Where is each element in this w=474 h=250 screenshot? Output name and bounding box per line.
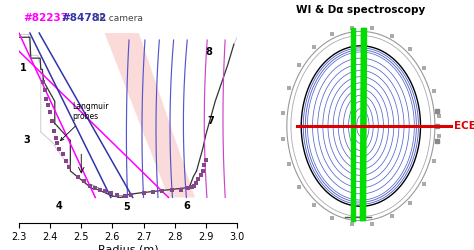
Point	[140, 191, 147, 195]
Polygon shape	[351, 28, 355, 221]
Point	[53, 141, 61, 145]
Point	[192, 181, 200, 185]
Point	[62, 159, 70, 163]
Point	[158, 190, 166, 194]
Text: #82237: #82237	[24, 12, 69, 22]
Point	[65, 165, 73, 169]
Point	[190, 184, 198, 188]
Text: Langmuir
probes: Langmuir probes	[61, 102, 109, 141]
Point	[184, 186, 192, 190]
Point	[44, 104, 52, 108]
Point	[42, 96, 50, 100]
Text: 3: 3	[23, 135, 30, 145]
Text: #84782: #84782	[61, 12, 106, 22]
Point	[199, 169, 207, 173]
Text: 8: 8	[206, 47, 212, 57]
Point	[96, 188, 104, 192]
Point	[149, 190, 157, 194]
Point	[48, 119, 56, 123]
Point	[188, 186, 196, 190]
Point	[81, 179, 88, 183]
Point	[168, 188, 175, 192]
Text: WI & Dα spectroscopy: WI & Dα spectroscopy	[296, 5, 426, 15]
Point	[91, 186, 99, 190]
Point	[202, 158, 210, 162]
Text: IR camera: IR camera	[97, 14, 143, 23]
Point	[121, 194, 128, 198]
Point	[39, 80, 47, 84]
Point	[86, 184, 94, 188]
Text: 6: 6	[184, 200, 191, 210]
Point	[177, 188, 185, 192]
Point	[195, 177, 202, 181]
Point	[197, 173, 204, 177]
Point	[113, 193, 121, 197]
Point	[201, 164, 208, 168]
Text: ECE: ECE	[455, 121, 474, 131]
Polygon shape	[105, 33, 195, 198]
Text: 5: 5	[123, 202, 130, 212]
Point	[52, 136, 60, 140]
Point	[51, 128, 58, 132]
Point	[128, 193, 135, 197]
Point	[101, 189, 109, 193]
X-axis label: Radius (m): Radius (m)	[98, 245, 158, 250]
Point	[55, 147, 63, 151]
Point	[107, 191, 115, 195]
Polygon shape	[360, 28, 366, 221]
Point	[74, 174, 82, 178]
Text: 4: 4	[56, 200, 63, 210]
Point	[59, 152, 66, 156]
Point	[46, 110, 54, 114]
Text: 7: 7	[207, 116, 214, 126]
Point	[41, 88, 48, 92]
Text: 1: 1	[20, 63, 27, 73]
